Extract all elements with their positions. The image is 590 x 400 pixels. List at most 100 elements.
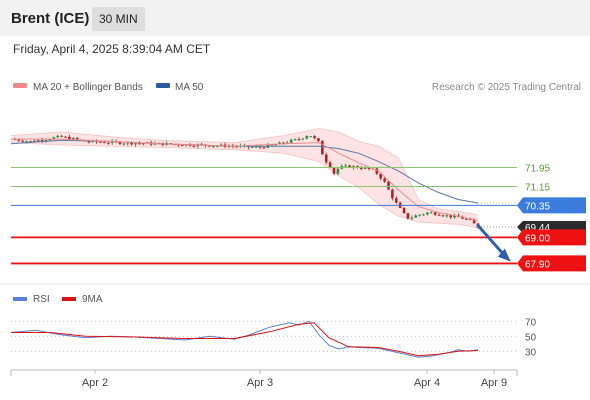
candle-body <box>301 138 305 140</box>
candle-body <box>21 140 24 142</box>
candle-body <box>336 168 340 174</box>
pivot-label: 70.35 <box>525 201 550 212</box>
candle-body <box>352 166 355 168</box>
resistance-label: 71.15 <box>525 182 550 193</box>
candle-body <box>29 140 32 142</box>
candle-body <box>208 145 211 147</box>
candle-body <box>328 162 332 168</box>
candle-body <box>235 146 239 148</box>
candle-body <box>64 136 67 138</box>
candle-body <box>258 146 262 148</box>
candle-body <box>406 213 410 219</box>
candle-body <box>422 214 425 216</box>
instrument-title: Brent (ICE) <box>11 10 90 27</box>
forecast-arrow-shaft <box>476 224 506 257</box>
candle-body <box>33 140 36 142</box>
candle-body <box>293 139 297 141</box>
candle-body <box>56 135 59 138</box>
ma20-legend-label: MA 20 + Bollinger Bands <box>33 82 143 93</box>
rsi-ma-line <box>11 322 479 357</box>
candle-body <box>391 189 394 199</box>
rsi-tick-label: 70 <box>525 317 537 328</box>
candle-body <box>449 215 453 218</box>
candle-body <box>344 165 347 167</box>
ma50-legend-label: MA 50 <box>175 82 204 93</box>
candle-body <box>332 167 336 174</box>
candle-body <box>286 142 289 144</box>
candle-body <box>445 215 449 217</box>
candle-body <box>17 139 21 141</box>
candle-body <box>118 141 122 144</box>
research-credit: Research © 2025 Trading Central <box>432 82 581 93</box>
candle-body <box>313 136 316 139</box>
candle-body <box>426 212 429 215</box>
pivot-tag <box>517 197 586 214</box>
rsi-tick-label: 50 <box>525 332 537 343</box>
candle-body <box>103 142 106 144</box>
candle-body <box>375 168 379 174</box>
resistance-label: 71.95 <box>525 164 550 175</box>
candle-body <box>192 145 196 147</box>
support-tag <box>517 255 586 272</box>
candle-body <box>270 144 274 146</box>
candle-body <box>348 165 351 168</box>
candle-body <box>215 145 219 147</box>
candle-body <box>297 139 301 141</box>
candle-body <box>44 140 48 142</box>
candle-body <box>71 138 75 140</box>
candle-body <box>437 214 441 216</box>
rsi-legend-label: RSI <box>33 294 50 305</box>
candle-body <box>387 181 390 190</box>
x-tick-label: Apr 3 <box>247 377 273 389</box>
candle-body <box>134 143 137 145</box>
candle-body <box>48 139 52 141</box>
candle-body <box>68 136 71 140</box>
support-label: 67.90 <box>525 259 550 270</box>
timeframe-button[interactable]: 30 MIN <box>92 7 145 31</box>
candle-body <box>305 136 309 139</box>
price-plot-area <box>10 127 480 229</box>
candle-body <box>394 198 398 203</box>
rsi-tick-label: 30 <box>525 347 537 358</box>
candle-body <box>465 218 468 220</box>
rsi-line <box>10 320 479 358</box>
last-price-label: 69.44 <box>525 223 550 234</box>
rsi-ma-legend-label: 9MA <box>82 294 103 305</box>
candle-body <box>324 154 328 163</box>
candle-body <box>40 140 44 142</box>
rsi-legend-swatch <box>13 297 27 301</box>
rsi-plot-area: 70 50 30 <box>10 317 537 358</box>
candle-body <box>359 167 363 169</box>
candle-body <box>126 142 130 144</box>
support-label: 69.00 <box>525 233 550 244</box>
candle-body <box>402 207 406 214</box>
candle-body <box>36 140 40 142</box>
candle-body <box>254 146 258 148</box>
candle-body <box>453 215 456 218</box>
candle-body <box>278 142 281 145</box>
x-axis: Apr 2 Apr 3 Apr 4 Apr 9 <box>82 370 507 389</box>
candle-body <box>122 143 126 145</box>
candle-body <box>414 215 418 218</box>
candle-body <box>262 147 266 149</box>
candle-body <box>363 167 367 169</box>
candle-body <box>418 214 421 216</box>
candle-body <box>52 137 56 140</box>
candle-body <box>472 219 476 224</box>
candle-body <box>25 141 28 143</box>
x-tick-label: Apr 4 <box>414 377 440 389</box>
candle-body <box>309 136 312 138</box>
candle-body <box>430 212 433 214</box>
candle-body <box>169 143 172 145</box>
candle-body <box>130 142 133 145</box>
candle-body <box>60 135 63 137</box>
ma20-line <box>11 138 479 222</box>
candle-body <box>317 138 320 142</box>
candle-body <box>138 143 141 145</box>
candle-body <box>321 141 324 155</box>
chart-datetime: Friday, April 4, 2025 8:39:04 AM CET <box>13 42 211 56</box>
forecast-arrow-head <box>497 248 511 262</box>
candle-body <box>433 212 437 215</box>
